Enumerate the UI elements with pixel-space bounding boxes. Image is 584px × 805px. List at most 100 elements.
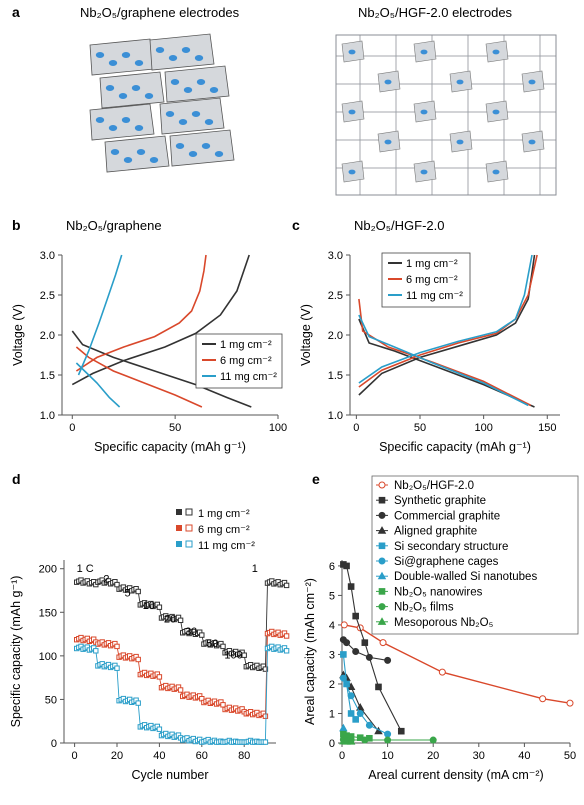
y-axis-label: Areal capacity (mAh cm⁻²) (303, 578, 317, 725)
nb2o5-particle (493, 110, 500, 115)
legend-swatch-filled (176, 509, 182, 515)
y-tick-label: 0 (51, 738, 57, 750)
nb2o5-particle (124, 157, 132, 163)
data-point (439, 669, 445, 675)
x-tick-label: 0 (353, 422, 359, 434)
legend-label: Nb₂O₅/HGF-2.0 (394, 480, 474, 492)
x-axis-label: Specific capacity (mAh g⁻¹) (94, 440, 246, 454)
x-tick-label: 50 (414, 422, 426, 434)
y-tick-label: 1.0 (328, 410, 343, 422)
legend-swatch-filled (176, 541, 182, 547)
x-tick-label: 10 (381, 750, 393, 762)
series-line-discharge (76, 363, 119, 407)
rate-point (94, 649, 98, 653)
panel-a-left-title: Nb₂O₅/graphene electrodes (80, 5, 240, 20)
data-point (353, 649, 359, 655)
nb2o5-particle (529, 140, 536, 145)
data-point (340, 725, 347, 731)
x-tick-label: 150 (538, 422, 556, 434)
nb2o5-particle (169, 55, 177, 61)
data-point (379, 482, 385, 488)
x-tick-label: 30 (473, 750, 485, 762)
legend-label: Mesoporous Nb₂O₅ (394, 617, 494, 629)
y-tick-label: 2 (329, 679, 335, 691)
data-point (376, 684, 382, 690)
rate-series-line (77, 580, 287, 669)
x-tick-label: 20 (111, 750, 123, 762)
rate-label: 5 (125, 588, 131, 600)
series-line-charge (76, 255, 206, 371)
y-tick-label: 1.5 (40, 370, 55, 382)
data-point (567, 700, 573, 706)
nb2o5-particle (192, 111, 200, 117)
y-tick-label: 150 (39, 607, 57, 619)
data-point (348, 693, 354, 699)
data-point (385, 737, 391, 743)
data-point (362, 640, 368, 646)
legend-label: 6 mg cm⁻² (220, 355, 272, 367)
x-tick-label: 80 (238, 750, 250, 762)
panel-a-letter: a (12, 4, 20, 20)
rate-point (136, 589, 140, 593)
x-tick-label: 60 (196, 750, 208, 762)
nb2o5-particle (385, 80, 392, 85)
data-point (348, 711, 354, 717)
panel-letter: c (292, 217, 300, 233)
legend-label: 11 mg cm⁻² (198, 540, 255, 552)
y-tick-label: 100 (39, 651, 57, 663)
series-line-discharge (359, 299, 531, 405)
data-point (430, 737, 436, 743)
data-point (379, 512, 385, 518)
legend-swatch-open (186, 509, 192, 515)
x-axis-label: Cycle number (131, 768, 208, 782)
chart-title: Nb₂O₅/HGF-2.0 (354, 218, 444, 233)
x-tick-label: 0 (72, 750, 78, 762)
x-tick-label: 40 (153, 750, 165, 762)
data-point (379, 589, 385, 595)
rate-point (284, 649, 288, 653)
y-tick-label: 5 (329, 590, 335, 602)
rate-point (178, 688, 182, 692)
panel-letter: e (312, 471, 320, 487)
data-point (385, 731, 391, 737)
y-axis-label: Specific capacity (mAh g⁻¹) (9, 576, 23, 728)
y-tick-label: 3 (329, 649, 335, 661)
nb2o5-particle (421, 110, 428, 115)
legend-label: 11 mg cm⁻² (220, 371, 277, 383)
data-point (341, 652, 347, 658)
nb2o5-particle (96, 52, 104, 58)
nb2o5-particle (119, 93, 127, 99)
nb2o5-particle (349, 50, 356, 55)
rate-point (157, 727, 161, 731)
rate-point (136, 701, 140, 705)
rate-point (178, 618, 182, 622)
rate-point (115, 666, 119, 670)
x-tick-label: 50 (564, 750, 576, 762)
x-axis-label: Specific capacity (mAh g⁻¹) (379, 440, 531, 454)
nb2o5-particle (349, 170, 356, 175)
rate-label: 30 (185, 626, 197, 638)
data-point (379, 543, 385, 549)
rate-label: 1 (252, 563, 258, 575)
nb2o5-particle (457, 80, 464, 85)
y-tick-label: 4 (329, 620, 335, 632)
nb2o5-particle (137, 149, 145, 155)
nb2o5-particle (109, 60, 117, 66)
panel-a: a Nb₂O₅/graphene electrodes Nb₂O₅/HGF-2.… (12, 4, 556, 195)
legend-label: Si@graphene cages (394, 556, 499, 568)
nb2o5-particle (145, 93, 153, 99)
data-point (366, 722, 372, 728)
legend-label: 1 mg cm⁻² (198, 508, 250, 520)
rate-point (263, 714, 267, 718)
x-tick-label: 100 (474, 422, 492, 434)
data-point (379, 497, 385, 503)
x-tick-label: 0 (69, 422, 75, 434)
nb2o5-particle (184, 87, 192, 93)
nb2o5-particle (202, 143, 210, 149)
nb2o5-particle (132, 85, 140, 91)
data-point (385, 657, 391, 663)
legend-label: Si secondary structure (394, 541, 508, 553)
nb2o5-particle (493, 50, 500, 55)
nb2o5-particle (493, 170, 500, 175)
